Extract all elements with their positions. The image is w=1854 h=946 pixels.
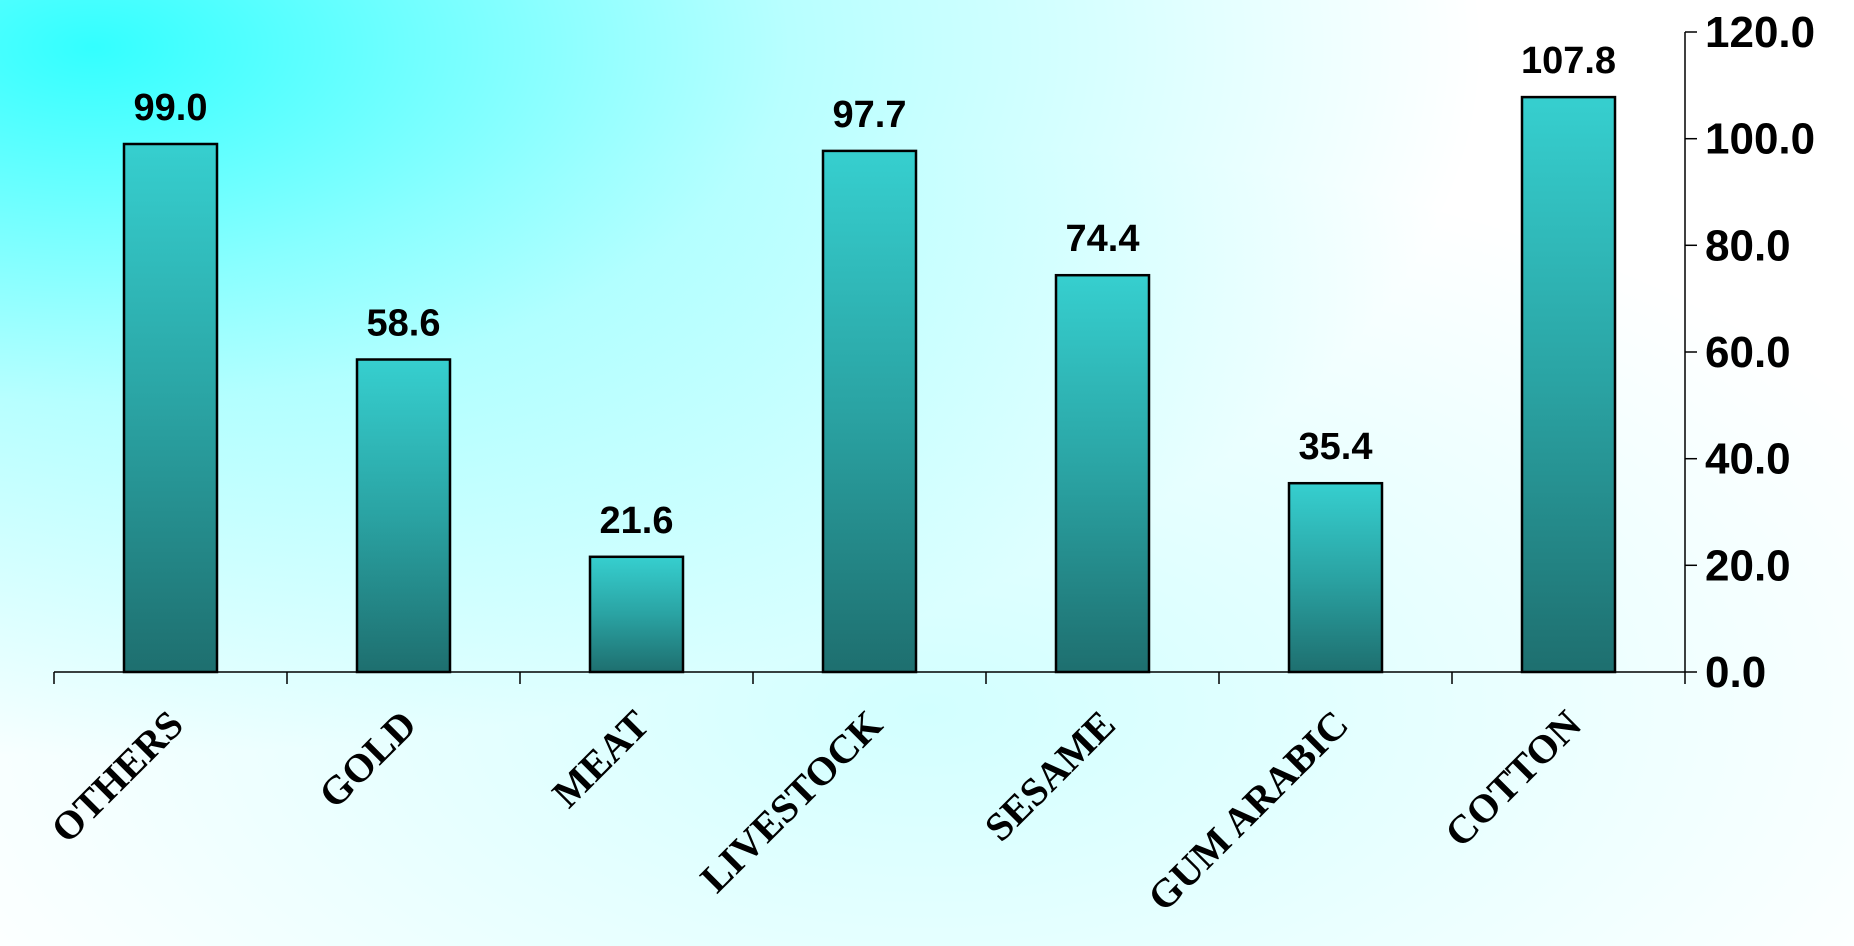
bar-gold — [355, 358, 452, 674]
data-label: 21.6 — [600, 500, 674, 542]
bar-cotton — [1520, 95, 1617, 674]
data-label: 97.7 — [833, 94, 907, 136]
data-label: 35.4 — [1299, 426, 1373, 468]
data-label: 99.0 — [134, 87, 208, 129]
axes-group — [53, 31, 1697, 684]
y-tick-label: 80.0 — [1705, 221, 1791, 270]
y-tick-label: 120.0 — [1705, 8, 1815, 57]
data-label: 58.6 — [367, 303, 441, 345]
y-tick-label: 100.0 — [1705, 115, 1815, 164]
data-label: 74.4 — [1066, 218, 1140, 260]
y-tick-label: 20.0 — [1705, 541, 1791, 590]
bar-livestock — [821, 149, 918, 674]
y-tick-label: 40.0 — [1705, 435, 1791, 484]
bars-group — [122, 95, 1617, 674]
bar-sesame — [1054, 273, 1151, 674]
y-tick-label: 0.0 — [1705, 648, 1766, 697]
y-tick-label: 60.0 — [1705, 328, 1791, 377]
bar-others — [122, 142, 219, 674]
bar-meat — [588, 555, 685, 674]
bar-gum-arabic — [1287, 481, 1384, 674]
data-label: 107.8 — [1521, 40, 1616, 82]
